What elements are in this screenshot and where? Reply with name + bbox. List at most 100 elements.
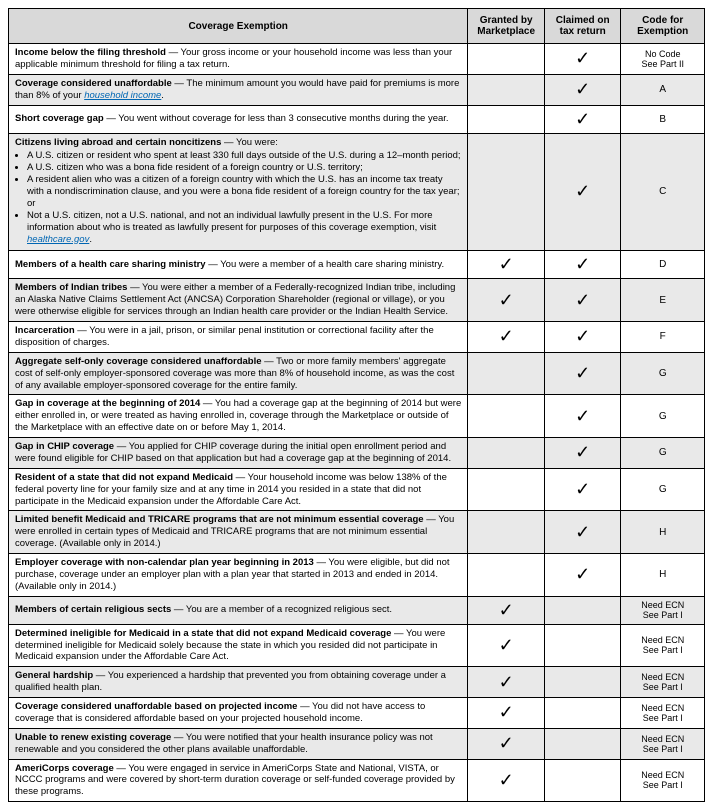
- code-text: See Part I: [627, 713, 698, 723]
- taxreturn-cell: [544, 624, 621, 667]
- taxreturn-cell: ✓: [544, 74, 621, 105]
- exemption-title: Limited benefit Medicaid and TRICARE pro…: [15, 514, 424, 525]
- exemption-description: Unable to renew existing coverage — You …: [9, 728, 468, 759]
- code-cell: C: [621, 133, 705, 251]
- code-text: See Part I: [627, 645, 698, 655]
- exemption-description: Coverage considered unaffordable based o…: [9, 698, 468, 729]
- checkmark-icon: ✓: [499, 770, 514, 790]
- code-text: B: [627, 114, 698, 125]
- marketplace-cell: [468, 74, 545, 105]
- exemption-title: Coverage considered unaffordable: [15, 78, 172, 89]
- checkmark-icon: ✓: [499, 733, 514, 753]
- table-row: Gap in coverage at the beginning of 2014…: [9, 395, 705, 438]
- marketplace-cell: [468, 438, 545, 469]
- marketplace-cell: [468, 554, 545, 597]
- exemption-title: Aggregate self-only coverage considered …: [15, 356, 262, 367]
- bullet-list: A U.S. citizen or resident who spent at …: [15, 150, 461, 245]
- table-row: Members of certain religious sects — You…: [9, 596, 705, 624]
- bullet-item: A U.S. citizen or resident who spent at …: [27, 150, 461, 162]
- code-text: C: [627, 186, 698, 197]
- code-text: See Part I: [627, 780, 698, 790]
- code-cell: F: [621, 322, 705, 353]
- exemption-body: — You are a member of a recognized relig…: [171, 604, 392, 615]
- code-cell: G: [621, 352, 705, 395]
- col-header-marketplace: Granted by Marketplace: [468, 9, 545, 44]
- table-row: General hardship — You experienced a har…: [9, 667, 705, 698]
- table-row: Aggregate self-only coverage considered …: [9, 352, 705, 395]
- exemption-title: Gap in coverage at the beginning of 2014: [15, 398, 200, 409]
- inline-link[interactable]: household income: [84, 90, 161, 101]
- code-cell: Need ECNSee Part I: [621, 596, 705, 624]
- code-cell: H: [621, 554, 705, 597]
- exemption-title: Members of certain religious sects: [15, 604, 171, 615]
- taxreturn-cell: ✓: [544, 44, 621, 75]
- bullet-item: A resident alien who was a citizen of a …: [27, 174, 461, 210]
- code-cell: Need ECNSee Part I: [621, 624, 705, 667]
- exemption-title: Determined ineligible for Medicaid in a …: [15, 628, 391, 639]
- checkmark-icon: ✓: [575, 109, 590, 129]
- marketplace-cell: ✓: [468, 624, 545, 667]
- exemption-body: — You were a member of a health care sha…: [206, 259, 445, 270]
- exemption-title: Incarceration: [15, 325, 75, 336]
- table-body: Income below the filing threshold — Your…: [9, 44, 705, 802]
- code-text: Need ECN: [627, 672, 698, 682]
- exemption-title: Members of Indian tribes: [15, 282, 127, 293]
- marketplace-cell: [468, 44, 545, 75]
- exemption-title: Income below the filing threshold: [15, 47, 166, 58]
- table-row: Coverage considered unaffordable based o…: [9, 698, 705, 729]
- code-cell: B: [621, 105, 705, 133]
- taxreturn-cell: ✓: [544, 251, 621, 279]
- table-row: Income below the filing threshold — Your…: [9, 44, 705, 75]
- code-text: D: [627, 259, 698, 270]
- table-header-row: Coverage Exemption Granted by Marketplac…: [9, 9, 705, 44]
- code-cell: Need ECNSee Part I: [621, 759, 705, 802]
- bullet-item: A U.S. citizen who was a bona fide resid…: [27, 162, 461, 174]
- checkmark-icon: ✓: [575, 79, 590, 99]
- checkmark-icon: ✓: [499, 600, 514, 620]
- code-text: G: [627, 368, 698, 379]
- checkmark-icon: ✓: [575, 326, 590, 346]
- code-text: A: [627, 84, 698, 95]
- marketplace-cell: ✓: [468, 698, 545, 729]
- table-row: Coverage considered unaffordable — The m…: [9, 74, 705, 105]
- exemption-description: Income below the filing threshold — Your…: [9, 44, 468, 75]
- taxreturn-cell: ✓: [544, 395, 621, 438]
- code-cell: D: [621, 251, 705, 279]
- marketplace-cell: ✓: [468, 759, 545, 802]
- exemption-title: Gap in CHIP coverage: [15, 441, 114, 452]
- exemption-title: Employer coverage with non-calendar plan…: [15, 557, 314, 568]
- bullet-item: Not a U.S. citizen, not a U.S. national,…: [27, 210, 461, 246]
- taxreturn-cell: ✓: [544, 105, 621, 133]
- inline-link[interactable]: healthcare.gov: [27, 234, 89, 245]
- checkmark-icon: ✓: [575, 181, 590, 201]
- marketplace-cell: ✓: [468, 728, 545, 759]
- marketplace-cell: [468, 133, 545, 251]
- code-text: Need ECN: [627, 770, 698, 780]
- exemption-description: Members of a health care sharing ministr…: [9, 251, 468, 279]
- exemption-title: AmeriCorps coverage: [15, 763, 114, 774]
- exemption-description: Gap in CHIP coverage — You applied for C…: [9, 438, 468, 469]
- marketplace-cell: [468, 468, 545, 511]
- table-row: Members of a health care sharing ministr…: [9, 251, 705, 279]
- code-text: See Part I: [627, 610, 698, 620]
- code-text: Need ECN: [627, 734, 698, 744]
- checkmark-icon: ✓: [575, 479, 590, 499]
- exemption-title: Unable to renew existing coverage: [15, 732, 171, 743]
- code-cell: A: [621, 74, 705, 105]
- taxreturn-cell: [544, 667, 621, 698]
- code-text: E: [627, 295, 698, 306]
- code-text: H: [627, 527, 698, 538]
- table-row: AmeriCorps coverage — You were engaged i…: [9, 759, 705, 802]
- exemption-description: Gap in coverage at the beginning of 2014…: [9, 395, 468, 438]
- checkmark-icon: ✓: [499, 702, 514, 722]
- table-row: Citizens living abroad and certain nonci…: [9, 133, 705, 251]
- exemption-description: Aggregate self-only coverage considered …: [9, 352, 468, 395]
- table-row: Members of Indian tribes — You were eith…: [9, 279, 705, 322]
- checkmark-icon: ✓: [575, 522, 590, 542]
- exemption-body: — You were:: [221, 137, 278, 148]
- checkmark-icon: ✓: [499, 290, 514, 310]
- marketplace-cell: [468, 395, 545, 438]
- taxreturn-cell: [544, 596, 621, 624]
- taxreturn-cell: ✓: [544, 279, 621, 322]
- taxreturn-cell: ✓: [544, 322, 621, 353]
